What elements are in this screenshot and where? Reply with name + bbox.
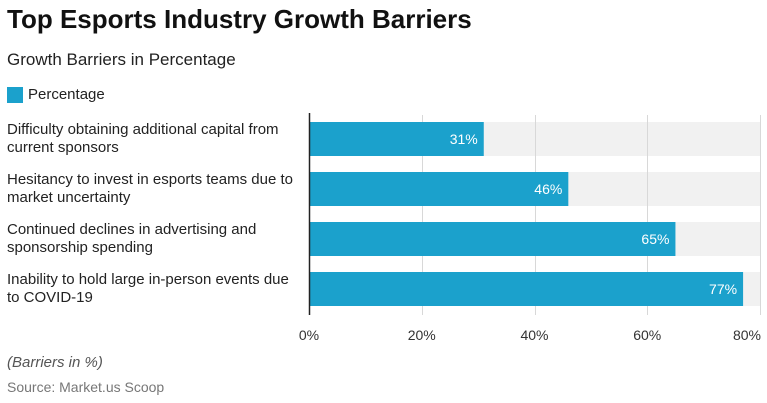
category-label-line: Continued declines in advertising and: [7, 221, 256, 238]
category-label-line: market uncertainty: [7, 189, 131, 206]
bar-value-label: 46%: [534, 181, 562, 197]
legend-swatch: [7, 86, 23, 103]
category-label-line: current sponsors: [7, 139, 119, 156]
category-label: Continued declines in advertising and spo…: [7, 221, 256, 256]
category-label-line: sponsorship spending: [7, 239, 153, 256]
x-tick-label: 60%: [633, 327, 661, 343]
category-label: Inability to hold large in-person events…: [7, 271, 289, 306]
bar: [309, 222, 676, 256]
chart-note: (Barriers in %): [7, 354, 103, 371]
category-label: Difficulty obtaining additional capital …: [7, 121, 279, 156]
x-tick-label: 0%: [299, 327, 319, 343]
chart-title: Top Esports Industry Growth Barriers: [7, 4, 472, 34]
bar-value-label: 65%: [641, 231, 669, 247]
x-tick-label: 80%: [733, 327, 761, 343]
x-tick-label: 20%: [408, 327, 436, 343]
bar-value-label: 31%: [450, 131, 478, 147]
x-tick-label: 40%: [520, 327, 548, 343]
source-credit: Source: Market.us Scoop: [7, 379, 165, 395]
category-label-line: Hesitancy to invest in esports teams due…: [7, 171, 293, 188]
legend-label: Percentage: [28, 86, 105, 103]
category-label-line: to COVID-19: [7, 289, 93, 306]
category-label-line: Inability to hold large in-person events…: [7, 271, 289, 288]
bar-value-label: 77%: [709, 281, 737, 297]
chart-legend: Percentage: [7, 86, 105, 103]
category-label-line: Difficulty obtaining additional capital …: [7, 121, 279, 138]
category-label: Hesitancy to invest in esports teams due…: [7, 171, 293, 206]
chart-subtitle: Growth Barriers in Percentage: [7, 50, 236, 69]
bar: [309, 272, 744, 306]
bar: [309, 122, 484, 156]
bar: [309, 172, 569, 206]
